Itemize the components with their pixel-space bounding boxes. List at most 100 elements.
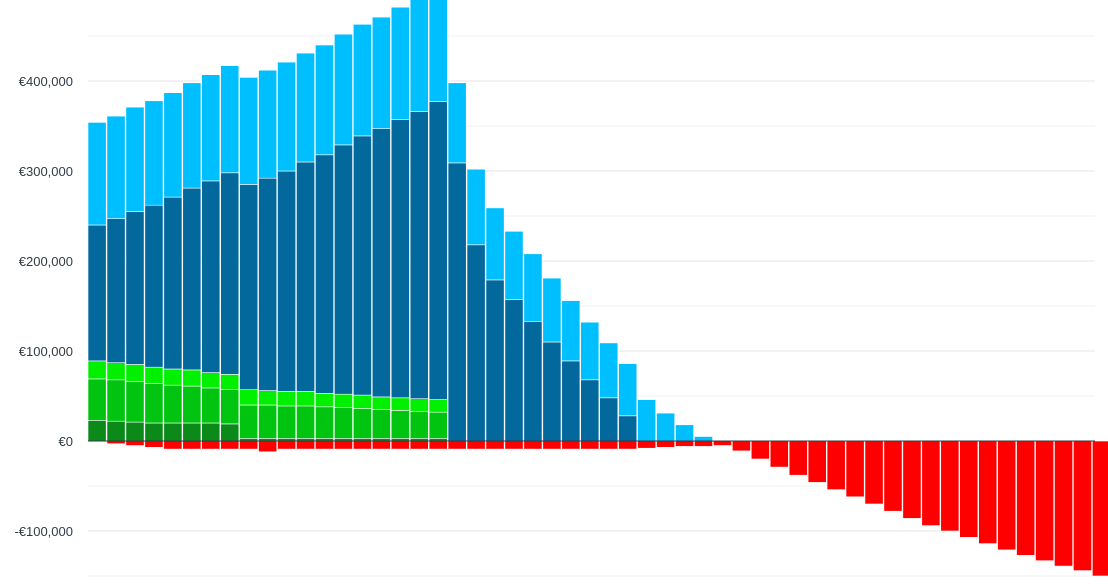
bar-segment-red[interactable] [978, 440, 998, 544]
bar-segment-dark-green[interactable] [125, 421, 145, 442]
bar-segment-lime[interactable] [296, 391, 315, 407]
bar-segment-lime[interactable] [315, 392, 334, 408]
bar-segment-light-blue[interactable] [428, 0, 448, 103]
bar-segment-dark-blue[interactable] [277, 170, 297, 392]
bar-segment-light-blue[interactable] [315, 44, 334, 156]
bar-segment-dark-blue[interactable] [447, 162, 467, 442]
bar-segment-dark-blue[interactable] [220, 172, 240, 375]
bar-segment-red[interactable] [599, 440, 619, 450]
bar-segment-red[interactable] [731, 440, 751, 452]
bar-segment-light-blue[interactable] [466, 168, 486, 246]
bar-segment-lime[interactable] [428, 399, 448, 413]
bar-segment-dark-blue[interactable] [334, 144, 353, 395]
bar-segment-light-blue[interactable] [390, 6, 410, 120]
bar-segment-lime[interactable] [106, 362, 126, 381]
bar-segment-green[interactable] [144, 383, 164, 424]
bar-segment-light-blue[interactable] [87, 122, 107, 226]
bar-segment-red[interactable] [788, 440, 808, 476]
bar-segment-dark-green[interactable] [144, 422, 164, 442]
bar-segment-dark-blue[interactable] [485, 279, 505, 442]
bar-segment-red[interactable] [902, 440, 922, 519]
bar-segment-light-blue[interactable] [504, 231, 524, 301]
bar-segment-dark-blue[interactable] [315, 154, 334, 394]
bar-segment-dark-blue[interactable] [523, 320, 543, 442]
bar-segment-red[interactable] [675, 440, 694, 447]
bar-segment-green[interactable] [428, 411, 448, 439]
bar-segment-green[interactable] [409, 410, 429, 439]
bar-segment-light-blue[interactable] [106, 115, 126, 219]
bar-segment-lime[interactable] [277, 391, 297, 407]
bar-segment-light-blue[interactable] [485, 207, 505, 281]
bar-segment-light-blue[interactable] [182, 82, 202, 189]
bar-segment-red[interactable] [1054, 440, 1073, 567]
bar-segment-red[interactable] [466, 440, 486, 450]
bar-segment-light-blue[interactable] [334, 33, 353, 146]
bar-segment-red[interactable] [1035, 440, 1055, 561]
bar-segment-red[interactable] [277, 440, 297, 450]
bar-segment-red[interactable] [769, 440, 789, 468]
bar-segment-green[interactable] [371, 409, 391, 439]
bar-segment-dark-blue[interactable] [144, 204, 164, 368]
bar-segment-red[interactable] [201, 440, 221, 450]
bar-segment-light-blue[interactable] [447, 82, 467, 164]
bar-segment-lime[interactable] [371, 396, 391, 410]
bar-segment-dark-blue[interactable] [542, 341, 562, 442]
bar-segment-dark-blue[interactable] [504, 299, 524, 442]
bar-segment-dark-blue[interactable] [87, 224, 107, 362]
bar-segment-lime[interactable] [182, 369, 202, 387]
bar-segment-red[interactable] [959, 440, 979, 538]
bar-segment-green[interactable] [201, 387, 221, 424]
bar-segment-red[interactable] [447, 440, 467, 450]
bar-segment-lime[interactable] [163, 368, 183, 386]
bar-segment-red[interactable] [144, 440, 164, 448]
bar-segment-dark-blue[interactable] [390, 119, 410, 399]
bar-segment-red[interactable] [618, 440, 638, 450]
bar-segment-red[interactable] [125, 440, 145, 446]
bar-segment-green[interactable] [296, 405, 315, 439]
bar-segment-red[interactable] [220, 440, 240, 450]
bar-segment-lime[interactable] [87, 360, 107, 380]
bar-segment-red[interactable] [1092, 440, 1108, 577]
bar-segment-red[interactable] [371, 440, 391, 450]
bar-segment-light-blue[interactable] [144, 100, 164, 206]
bar-segment-red[interactable] [713, 440, 732, 446]
bar-segment-light-blue[interactable] [675, 424, 694, 442]
bar-segment-green[interactable] [352, 408, 372, 439]
bar-segment-dark-green[interactable] [87, 419, 107, 442]
bar-segment-lime[interactable] [201, 372, 221, 389]
bar-segment-red[interactable] [826, 440, 846, 490]
bar-segment-lime[interactable] [352, 394, 372, 409]
bar-segment-red[interactable] [750, 440, 770, 460]
bar-segment-dark-blue[interactable] [599, 397, 619, 442]
bar-segment-green[interactable] [315, 406, 334, 439]
bar-segment-red[interactable] [883, 440, 903, 512]
bar-segment-light-blue[interactable] [352, 23, 372, 137]
bar-segment-light-blue[interactable] [580, 321, 600, 381]
bar-segment-red[interactable] [940, 440, 960, 532]
bar-segment-light-blue[interactable] [371, 16, 391, 129]
bar-segment-dark-blue[interactable] [125, 211, 145, 365]
bar-segment-red[interactable] [390, 440, 410, 450]
bar-segment-dark-green[interactable] [220, 423, 240, 442]
bar-segment-light-blue[interactable] [163, 92, 183, 198]
bar-segment-lime[interactable] [239, 389, 259, 406]
bar-segment-dark-blue[interactable] [163, 196, 183, 370]
bar-segment-light-blue[interactable] [296, 52, 315, 163]
bar-segment-dark-blue[interactable] [106, 218, 126, 363]
bar-segment-red[interactable] [845, 440, 865, 498]
bar-segment-red[interactable] [997, 440, 1017, 551]
bar-segment-dark-blue[interactable] [466, 244, 486, 442]
bar-segment-lime[interactable] [409, 398, 429, 412]
bar-segment-dark-blue[interactable] [296, 161, 315, 392]
bar-segment-lime[interactable] [258, 390, 278, 406]
bar-segment-light-blue[interactable] [561, 300, 581, 362]
bar-segment-dark-blue[interactable] [352, 135, 372, 396]
bar-segment-light-blue[interactable] [599, 342, 619, 399]
bar-segment-red[interactable] [296, 440, 315, 450]
bar-segment-red[interactable] [1016, 440, 1036, 556]
bar-segment-red[interactable] [1073, 440, 1092, 571]
bar-segment-green[interactable] [125, 381, 145, 423]
bar-segment-dark-blue[interactable] [409, 111, 429, 400]
bar-segment-red[interactable] [921, 440, 941, 526]
bar-segment-light-blue[interactable] [637, 399, 657, 442]
